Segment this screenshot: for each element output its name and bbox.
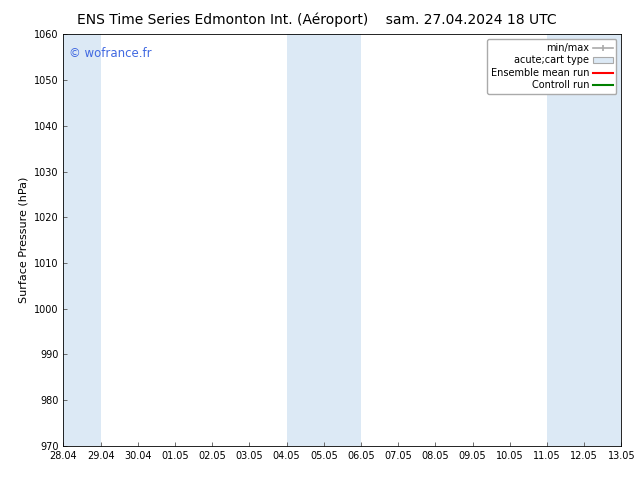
Bar	[63, 34, 101, 446]
Text: ENS Time Series Edmonton Int. (Aéroport)    sam. 27.04.2024 18 UTC: ENS Time Series Edmonton Int. (Aéroport)…	[77, 12, 557, 27]
Bar	[547, 34, 621, 446]
Bar	[287, 34, 361, 446]
Legend: min/max, acute;cart type, Ensemble mean run, Controll run: min/max, acute;cart type, Ensemble mean …	[487, 39, 616, 94]
Text: © wofrance.fr: © wofrance.fr	[69, 47, 152, 60]
Y-axis label: Surface Pressure (hPa): Surface Pressure (hPa)	[18, 177, 29, 303]
